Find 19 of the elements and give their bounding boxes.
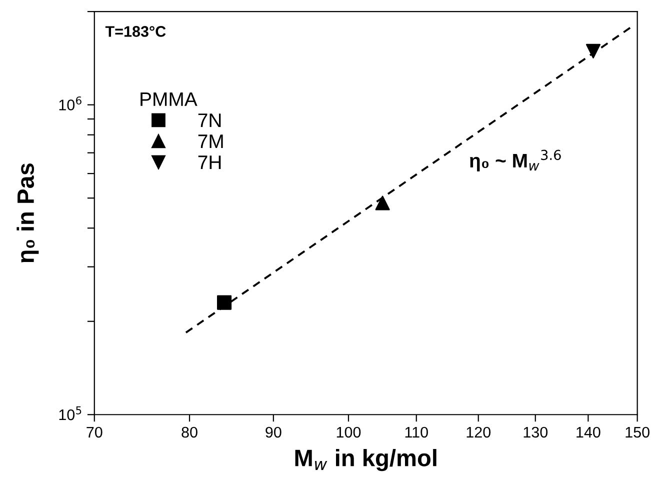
y-tick-label: 10$^{5}$ (59, 406, 82, 420)
annotation: η₀ ~ M$_{w}$$^{3.6}$ (470, 150, 561, 172)
x-tick-label: 140 (576, 426, 600, 438)
legend-title: PMMA (140, 92, 198, 106)
x-tick-label: 150 (626, 426, 650, 438)
y-axis-title: η₀ in Pas (16, 163, 39, 262)
x-tick-label: 90 (266, 426, 282, 438)
y-tick-label: 10$^{6}$ (59, 96, 82, 110)
annotation: T=183°C (105, 26, 166, 37)
x-tick-label: 110 (405, 426, 428, 438)
legend-label: 7N (198, 114, 221, 127)
x-tick-label: 120 (466, 426, 491, 438)
x-tick-label: 130 (524, 426, 548, 438)
x-tick-label: 80 (182, 426, 198, 438)
legend-label: 7H (198, 156, 221, 170)
x-tick-label: 100 (336, 426, 361, 438)
x-axis-title: M$_{w}$ in kg/mol (295, 449, 436, 472)
legend-label: 7M (198, 134, 223, 148)
x-tick-label: 70 (86, 426, 102, 438)
